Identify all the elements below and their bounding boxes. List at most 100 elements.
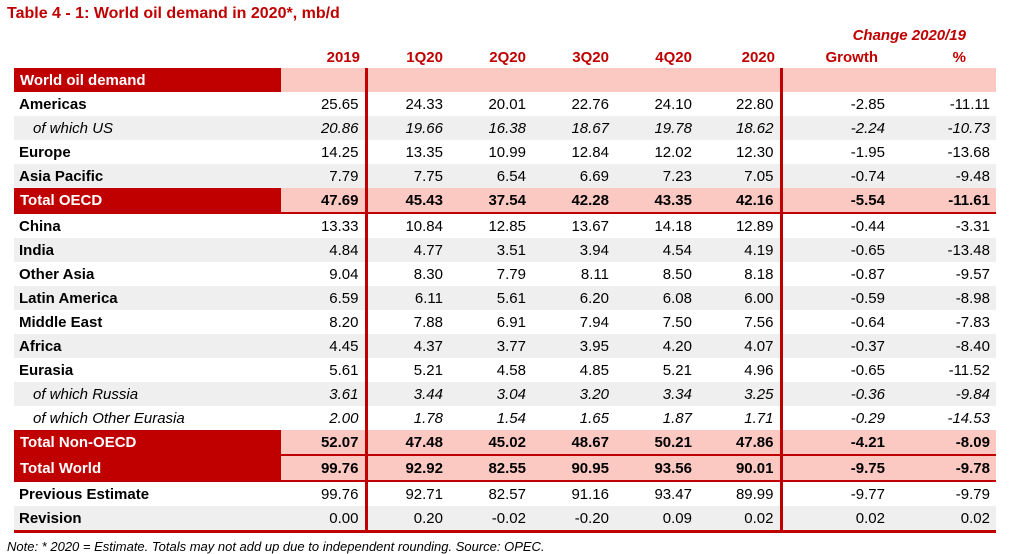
cell-value: 43.35 (615, 188, 698, 214)
cell-value: -0.37 (781, 334, 891, 358)
cell-value: 19.78 (615, 116, 698, 140)
cell-value: -9.57 (955, 265, 990, 283)
cell-value: 13.33 (281, 213, 368, 238)
cell-value: 3.20 (532, 382, 615, 406)
cell-value: 7.79 (496, 265, 526, 283)
table-row: of which Other Eurasia 2.00 1.78 1.54 1.65 1.… (14, 406, 996, 430)
cell-value: 9.04 (281, 262, 368, 286)
table-row: Previous Estimate 99.76 92.71 82.57 91.16 93.… (14, 481, 996, 506)
cell-value: 24.10 (654, 95, 692, 113)
table-row: Latin America 6.59 6.11 5.61 6.20 6.08 6.00 -0.… (14, 286, 996, 310)
cell-value (615, 68, 698, 92)
cell-value: 5.21 (662, 361, 692, 379)
cell-value: 12.30 (698, 140, 783, 164)
cell-value: 4.58 (496, 361, 526, 379)
cell-value: 93.56 (615, 455, 698, 482)
cell-value: 20.86 (281, 116, 368, 140)
cell-value: -0.64 (850, 313, 885, 331)
cell-value: 90.95 (532, 455, 615, 482)
cell-value: 82.57 (488, 485, 526, 503)
cell-value: 7.23 (615, 164, 698, 188)
cell-value: 6.59 (281, 286, 368, 310)
cell-value: 19.66 (366, 116, 449, 140)
cell-value: 7.50 (662, 313, 692, 331)
cell-value: 2.00 (281, 406, 368, 430)
table-note: Note: * 2020 = Estimate. Totals may not … (7, 539, 545, 554)
cell-value: -5.54 (781, 188, 891, 214)
cell-value: 92.71 (405, 485, 443, 503)
cell-value: 7.05 (698, 164, 783, 188)
cell-value: 3.04 (449, 382, 532, 406)
cell-value: -7.83 (955, 313, 990, 331)
cell-value (781, 68, 891, 92)
cell-value: -9.84 (891, 382, 996, 406)
cell-value (532, 68, 615, 92)
cell-value: 6.08 (615, 286, 698, 310)
cell-value: 42.28 (532, 188, 615, 214)
cell-value (891, 68, 996, 92)
col-header-corner (14, 45, 281, 68)
cell-value: 1.54 (496, 409, 526, 427)
cell-value (698, 68, 783, 92)
cell-value: 14.25 (281, 140, 368, 164)
cell-value: 3.25 (698, 382, 783, 406)
row-label: Other Asia (19, 265, 95, 283)
table-row: Total World 99.76 92.92 82.55 90.95 93.56 90.0… (14, 455, 996, 482)
cell-value: 13.35 (405, 143, 443, 161)
table-row: Americas 25.65 24.33 20.01 22.76 24.10 22.80 -2… (14, 92, 996, 116)
cell-value: -9.78 (891, 455, 996, 482)
cell-value: -10.73 (891, 116, 996, 140)
row-label: Total World (14, 455, 281, 482)
col-header-2019: 2019 (326, 49, 360, 66)
cell-value: 91.16 (571, 485, 609, 503)
cell-value: 1.78 (413, 409, 443, 427)
cell-value: -0.36 (781, 382, 891, 406)
cell-value: -0.59 (781, 286, 891, 310)
cell-value: 3.51 (449, 238, 532, 262)
page-title: Table 4 - 1: World oil demand in 2020*, … (7, 5, 340, 22)
cell-value: 50.21 (615, 430, 698, 456)
table-row: Revision 0.00 0.20 -0.02 -0.20 0.09 0.02 0.02 0.… (14, 506, 996, 533)
col-header-1q20: 1Q20 (406, 49, 443, 66)
cell-value: 22.76 (571, 95, 609, 113)
cell-value: -2.24 (781, 116, 891, 140)
cell-value: -9.75 (781, 455, 891, 482)
cell-value: 18.67 (532, 116, 615, 140)
cell-value: 99.76 (281, 481, 368, 506)
cell-value: -2.85 (850, 95, 885, 113)
table-row: Africa 4.45 4.37 3.77 3.95 4.20 4.07 -0.37 -8.40 (14, 334, 996, 358)
table-row: India 4.84 4.77 3.51 3.94 4.54 4.19 -0.65 -13.48 (14, 238, 996, 262)
row-label: Asia Pacific (14, 164, 281, 188)
cell-value: 42.16 (698, 188, 783, 214)
cell-value: 6.69 (532, 164, 615, 188)
cell-value: 6.00 (698, 286, 783, 310)
row-label: Total OECD (14, 188, 281, 214)
cell-value: 45.43 (366, 188, 449, 214)
cell-value: 6.91 (496, 313, 526, 331)
table-row: Asia Pacific 7.79 7.75 6.54 6.69 7.23 7.05 -0.7… (14, 164, 996, 188)
cell-value: 7.79 (281, 164, 368, 188)
cell-value: 52.07 (281, 430, 368, 456)
cell-value: 90.01 (698, 455, 783, 482)
table-row: World oil demand (14, 68, 996, 92)
row-label: Previous Estimate (19, 485, 150, 503)
row-label: Middle East (19, 313, 103, 331)
cell-value: -11.52 (948, 361, 990, 379)
cell-value: 14.18 (654, 217, 692, 235)
cell-value: 1.71 (698, 406, 783, 430)
cell-value: 10.99 (488, 143, 526, 161)
row-label: Latin America (14, 286, 281, 310)
cell-value: 4.77 (366, 238, 449, 262)
cell-value: 8.30 (413, 265, 443, 283)
row-label: World oil demand (14, 68, 281, 92)
cell-value: 47.69 (281, 188, 368, 214)
cell-value: -0.74 (781, 164, 891, 188)
table-row: China 13.33 10.84 12.85 13.67 14.18 12.89 -0.44… (14, 213, 996, 238)
table-row: Europe 14.25 13.35 10.99 12.84 12.02 12.30 -1.9… (14, 140, 996, 164)
cell-value: 47.48 (366, 430, 449, 456)
table-row: Other Asia 9.04 8.30 7.79 8.11 8.50 8.18 -0.87 -… (14, 262, 996, 286)
cell-value: 5.21 (413, 361, 443, 379)
cell-value: -8.09 (891, 430, 996, 456)
row-label: Europe (19, 143, 71, 161)
